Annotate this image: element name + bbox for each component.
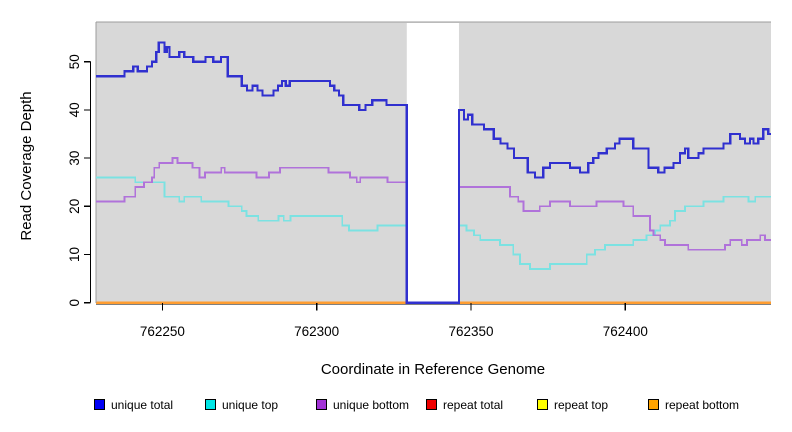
y-axis-title: Read Coverage Depth — [18, 91, 35, 240]
legend-label-unique-top: unique top — [222, 398, 279, 412]
x-axis-title: Coordinate in Reference Genome — [321, 361, 545, 378]
legend-item-repeat-top: repeat top — [537, 398, 608, 414]
legend-swatch-repeat-bottom — [648, 399, 659, 410]
series-line-unique-top — [96, 176, 771, 304]
legend: unique total unique top unique bottom repea… — [0, 398, 792, 418]
legend-swatch-repeat-top — [537, 399, 548, 410]
y-tick-label: 40 — [67, 102, 82, 117]
x-tick-label: 762350 — [448, 324, 493, 339]
legend-label-repeat-total: repeat total — [443, 398, 504, 412]
legend-item-unique-bottom: unique bottom — [316, 398, 409, 414]
legend-label-unique-bottom: unique bottom — [333, 398, 410, 412]
legend-label-repeat-bottom: repeat bottom — [665, 398, 740, 412]
legend-swatch-unique-bottom — [316, 399, 327, 410]
y-tick-label: 0 — [67, 299, 82, 307]
legend-label-unique-total: unique total — [111, 398, 174, 412]
y-tick-label: 10 — [67, 247, 82, 262]
legend-swatch-unique-total — [94, 399, 105, 410]
legend-swatch-unique-top — [205, 399, 216, 410]
x-tick-label: 762300 — [294, 324, 339, 339]
y-tick-label: 50 — [67, 54, 82, 69]
y-tick-label: 20 — [67, 199, 82, 214]
legend-item-repeat-bottom: repeat bottom — [648, 398, 739, 414]
legend-item-unique-top: unique top — [205, 398, 278, 414]
y-tick-label: 30 — [67, 151, 82, 166]
legend-label-repeat-top: repeat top — [554, 398, 609, 412]
x-tick-label: 762400 — [603, 324, 648, 339]
legend-item-repeat-total: repeat total — [426, 398, 503, 414]
legend-item-unique-total: unique total — [94, 398, 173, 414]
x-tick-label: 762250 — [140, 324, 185, 339]
masked-region — [406, 23, 459, 303]
series-line-unique-total — [96, 41, 771, 304]
legend-swatch-repeat-total — [426, 399, 437, 410]
